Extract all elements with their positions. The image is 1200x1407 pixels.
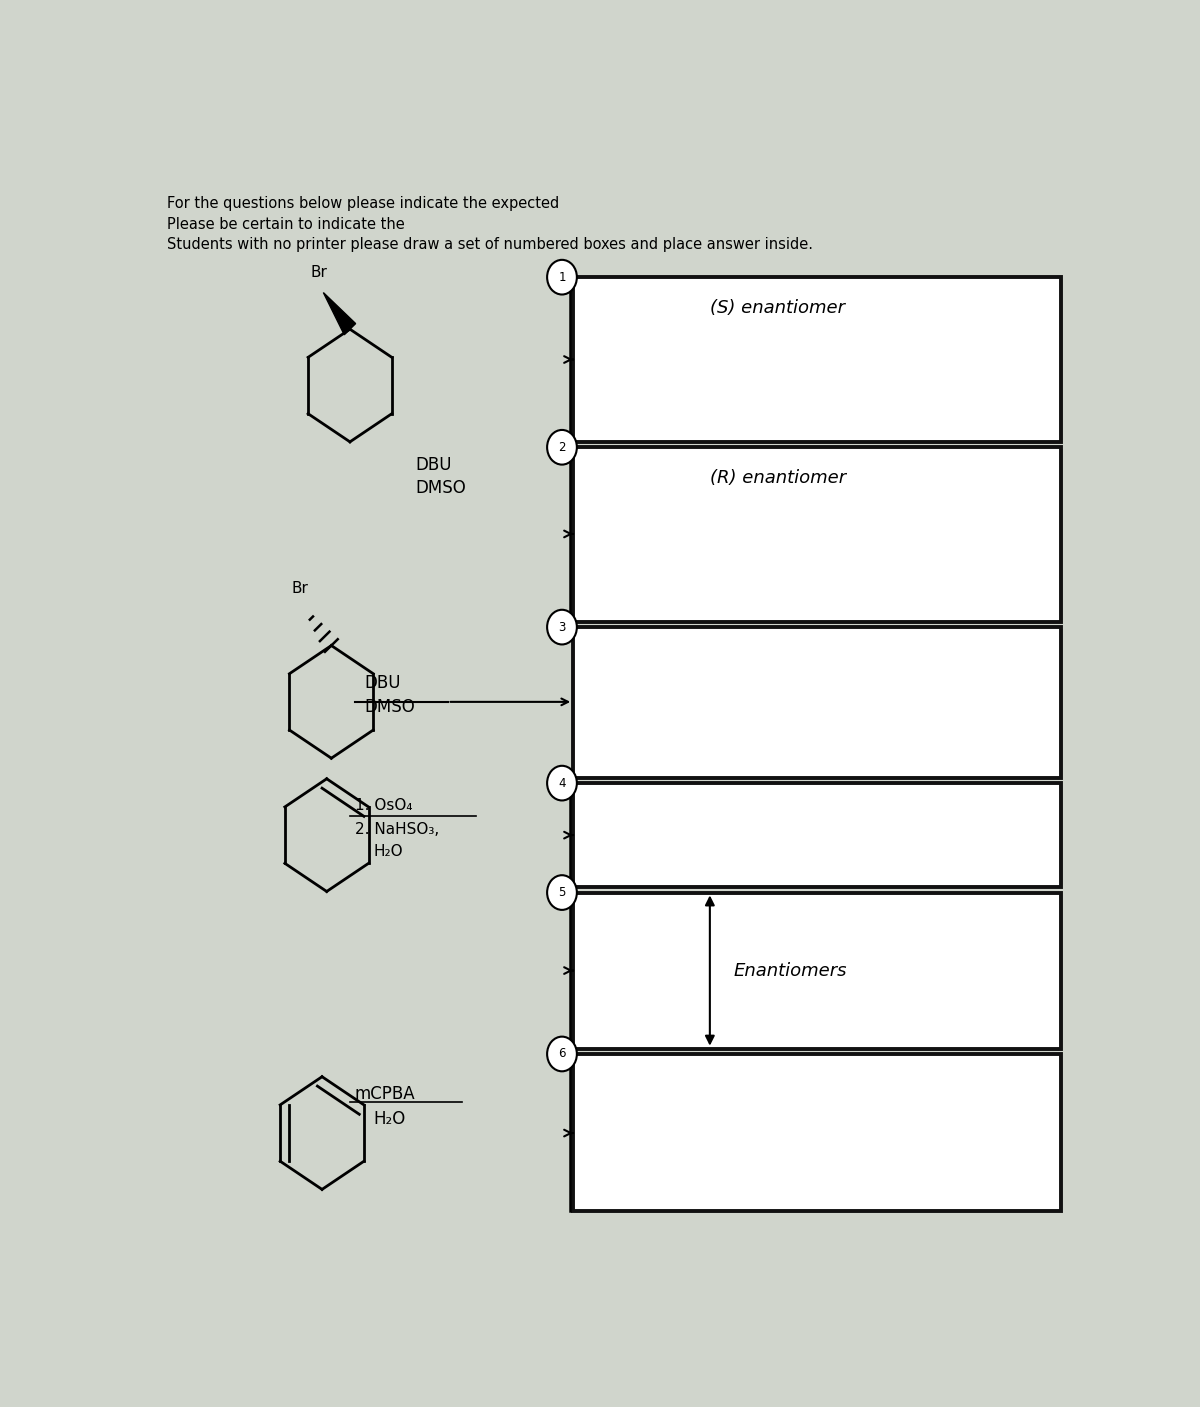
Text: DBU: DBU <box>364 674 401 692</box>
Text: 1. OsO₄: 1. OsO₄ <box>355 798 412 813</box>
Text: Br: Br <box>292 581 308 597</box>
Text: For the questions below please indicate the expected: For the questions below please indicate … <box>167 196 564 211</box>
Circle shape <box>547 1037 577 1071</box>
Text: (S) enantiomer: (S) enantiomer <box>710 298 845 317</box>
Bar <box>574 628 1062 778</box>
Bar <box>574 447 1062 622</box>
Text: Br: Br <box>311 265 328 280</box>
Circle shape <box>547 609 577 644</box>
Text: DMSO: DMSO <box>415 480 466 498</box>
Text: Enantiomers: Enantiomers <box>733 961 847 979</box>
Text: 1: 1 <box>558 270 565 284</box>
Text: DBU: DBU <box>415 456 451 474</box>
Text: 2: 2 <box>558 440 565 454</box>
Bar <box>574 1054 1062 1211</box>
Text: 2. NaHSO₃,: 2. NaHSO₃, <box>355 822 439 837</box>
Circle shape <box>547 431 577 464</box>
Text: H₂O: H₂O <box>373 844 403 858</box>
Bar <box>574 892 1062 1048</box>
Text: mCPBA: mCPBA <box>355 1085 415 1103</box>
Text: 6: 6 <box>558 1047 565 1061</box>
Text: 3: 3 <box>558 620 565 633</box>
Circle shape <box>547 260 577 294</box>
Text: Students with no printer please draw a set of numbered boxes and place answer in: Students with no printer please draw a s… <box>167 238 812 252</box>
Polygon shape <box>323 293 355 335</box>
Text: DMSO: DMSO <box>364 698 415 716</box>
Text: 5: 5 <box>558 886 565 899</box>
Bar <box>574 277 1062 442</box>
Text: H₂O: H₂O <box>373 1110 406 1128</box>
Circle shape <box>547 875 577 910</box>
Text: Please be certain to indicate the: Please be certain to indicate the <box>167 217 409 232</box>
Bar <box>574 784 1062 888</box>
Circle shape <box>547 765 577 801</box>
Text: 4: 4 <box>558 777 565 789</box>
Text: (R) enantiomer: (R) enantiomer <box>710 469 846 487</box>
